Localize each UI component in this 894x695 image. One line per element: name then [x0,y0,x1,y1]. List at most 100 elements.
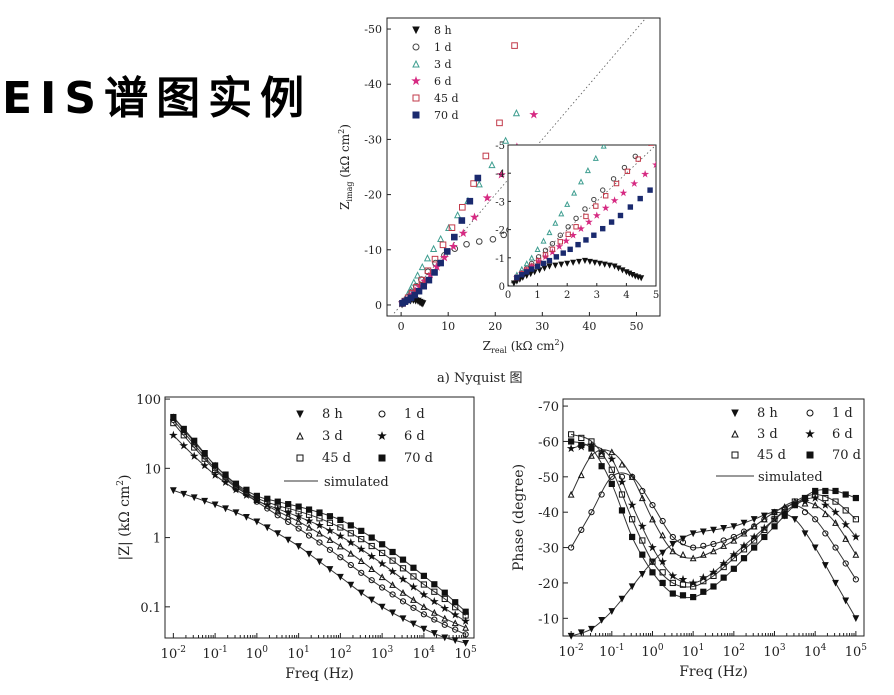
nyquist-inset-point-3d [540,237,547,244]
bode-phase-point-8h [750,516,758,523]
nyquist-point-3d [429,244,438,252]
nyquist-inset-point-70d [647,187,653,193]
bode-magnitude-point-45d [358,536,365,543]
bode-magnitude-point-6d [398,574,408,584]
bode-magnitude-point-6d [179,441,189,450]
bode-magnitude-legend-marker-6d [377,431,387,441]
nyquist-inset-point-6d [577,224,585,232]
bode-phase-legend-label-3d: 3 d [757,427,778,442]
nyquist-point-6d [448,241,458,251]
bode-magnitude-point-45d [170,419,177,427]
bode-phase-xtick-label: 102 [723,643,745,660]
nyquist-inset-point-3d [592,154,599,161]
bode-phase-point-3d [588,451,595,459]
bode-phase-point-8h [710,526,717,534]
nyquist-inset-point-3d [523,260,530,267]
bode-magnitude-point-6d [200,461,209,470]
bode-magnitude-ytick-label: 100 [136,393,161,408]
nyquist-point-6d [470,212,480,222]
nyquist-ytick-label: -50 [364,23,382,36]
nyquist-inset-point-3d [546,229,553,236]
bode-magnitude-ylabel: |Z| (kΩ cm2) [116,475,133,561]
bode-phase-point-6d [648,543,657,552]
nyquist-inset-point-6d [601,203,610,212]
bode-magnitude-point-6d [451,610,460,619]
bode-magnitude-point-3d [368,565,376,573]
nyquist-inset-point-8h [586,258,593,265]
bode-magnitude-point-70d [462,608,469,615]
bode-phase-point-3d [679,550,687,558]
bode-phase-point-70d [751,544,758,551]
nyquist-inset-point-8h [596,260,603,267]
bode-magnitude-point-1d [337,554,344,561]
bode-magnitude-point-1d [358,569,365,576]
bode-magnitude-point-45d [347,530,354,537]
nyquist-inset-point-45d [542,252,549,258]
nyquist-inset-xtick-label: 5 [653,290,659,301]
bode-phase-point-1d [649,502,656,509]
bode-magnitude-point-3d [357,557,365,565]
nyquist-point-45d [511,42,518,49]
bode-magnitude-xtick-label: 105 [455,645,478,662]
bode-magnitude-point-6d [283,508,293,517]
nyquist-point-6d [496,169,506,179]
nyquist-inset-point-6d [555,242,564,250]
bode-phase-point-1d [822,530,829,537]
bode-phase-point-1d [669,533,676,541]
bode-phase-point-45d [639,537,646,544]
bode-magnitude-point-70d [389,548,396,556]
nyquist-inset-point-6d [641,169,650,178]
nyquist-point-3d [437,234,445,243]
bode-phase-legend-label-1d: 1 d [832,406,853,421]
bode-magnitude-point-3d [347,549,355,557]
bode-magnitude-point-1d [431,616,438,623]
bode-magnitude-point-70d [420,572,427,579]
nyquist-inset-points [510,145,656,286]
nyquist-inset-point-70d [600,225,606,232]
nyquist-inset-point-70d [637,195,643,202]
bode-phase-point-1d [659,517,666,525]
bode-magnitude-point-6d [221,477,230,487]
nyquist-inset-point-70d [540,260,547,267]
nyquist-legend-label-8h: 8 h [434,24,452,37]
bode-magnitude-point-8h [169,487,177,495]
nyquist-point-1d [500,231,508,239]
bode-phase-point-3d [750,522,758,530]
bode-phase-point-8h [811,544,819,552]
bode-phase-point-70d [618,507,626,514]
bode-phase-point-8h [801,530,809,538]
nyquist-inset-point-70d [524,269,530,275]
bode-magnitude-point-70d [274,498,281,505]
nyquist-diagonal-line [393,17,647,314]
nyquist-inset-ytick-label: -3 [495,197,505,208]
bode-phase-point-6d [617,477,627,486]
nyquist-inset-point-70d [567,246,573,253]
bode-magnitude-point-3d [305,523,313,531]
nyquist-point-45d [431,255,439,263]
nyquist-frame [386,17,661,317]
bode-magnitude-point-3d [378,573,386,581]
nyquist-ylabel: Zimag (kΩ cm2) [337,124,354,210]
nyquist-point-70d [437,259,444,267]
bode-phase-point-3d [811,501,819,509]
nyquist-point-6d [529,109,539,119]
bode-magnitude-legend-label-3d: 3 d [322,429,343,444]
bode-phase-point-70d [700,588,707,595]
bode-magnitude-point-45d [431,588,438,595]
bode-phase-fit-line-3d [570,449,857,559]
bode-magnitude-point-3d [410,596,417,603]
bode-magnitude-point-45d [420,581,427,588]
bode-magnitude-frame [164,396,475,639]
bode-magnitude-point-70d [358,527,365,534]
nyquist-inset-point-6d [630,179,639,187]
bode-phase-frame [562,398,865,637]
bode-magnitude-point-6d [346,538,356,547]
bode-magnitude-point-8h [274,530,282,538]
bode-phase-point-70d [629,533,636,541]
nyquist-legend-marker-8h [412,26,420,35]
nyquist-inset-point-8h [638,275,645,282]
nyquist-inset-point-70d [519,272,525,278]
nyquist-inset-point-70d [627,204,634,210]
nyquist-inset-point-1d [582,206,588,212]
nyquist-xtick-label: 50 [629,320,643,333]
